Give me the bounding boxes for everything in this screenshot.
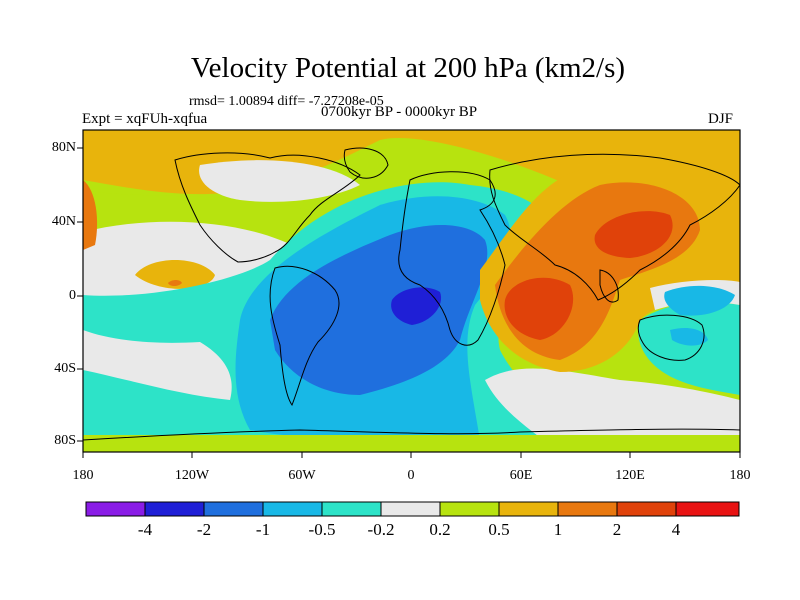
colorbar-label: -4 xyxy=(137,520,153,539)
colorbar-label: -0.2 xyxy=(367,520,395,539)
field-atlantic-blue xyxy=(270,224,488,395)
colorbar-swatch xyxy=(557,501,618,517)
colorbar-label: 0.2 xyxy=(429,520,451,539)
season-label: DJF xyxy=(708,111,734,127)
y-tick-label: 80S xyxy=(54,433,76,448)
colorbar-swatch xyxy=(203,501,264,517)
colorbar-swatch xyxy=(262,501,323,517)
colorbar-swatch xyxy=(498,501,559,517)
field-australia-teal xyxy=(638,302,740,395)
europe-africa-outline xyxy=(398,171,506,346)
south-america-outline xyxy=(269,265,340,407)
field-south-green xyxy=(83,435,740,452)
field-south-neutral xyxy=(83,330,232,400)
field-pacific-yellow xyxy=(135,260,215,289)
field-australia-lightblue-south xyxy=(670,328,708,346)
axis-ticks xyxy=(77,147,741,458)
field-indian-red xyxy=(504,277,574,340)
y-tick-label: 0 xyxy=(69,288,76,303)
colorbar-swatch xyxy=(439,501,500,517)
field-atlantic-darkblue xyxy=(391,287,442,325)
australia-outline xyxy=(637,314,705,361)
colorbar-swatch xyxy=(616,501,677,517)
colorbar-swatch xyxy=(380,501,441,517)
x-tick-label: 60W xyxy=(288,468,316,483)
field-australia-lightblue xyxy=(664,285,735,316)
colorbar xyxy=(85,501,740,517)
y-tick-label: 40S xyxy=(54,361,76,376)
colorbar-swatch xyxy=(85,501,146,517)
colorbar-label: 2 xyxy=(612,520,622,539)
x-tick-label: 180 xyxy=(72,468,94,483)
colorbar-label: -1 xyxy=(255,520,271,539)
colorbar-swatch xyxy=(144,501,205,517)
x-tick-label: 180 xyxy=(729,468,751,483)
field-west-orange xyxy=(83,180,98,250)
colorbar-swatch xyxy=(321,501,382,517)
x-tick-label: 0 xyxy=(407,468,415,483)
colorbar-label: -0.5 xyxy=(308,520,336,539)
y-tick-label: 80N xyxy=(51,140,76,155)
north-america-outline xyxy=(174,152,361,263)
experiment-label: Expt = xqFUh-xqfua xyxy=(82,111,208,127)
colorbar-label: 0.5 xyxy=(488,520,510,539)
antarctica-outline xyxy=(83,428,740,441)
colorbar-swatch xyxy=(675,501,740,517)
indochina-outline xyxy=(599,269,619,303)
field-pacific-neutral-north xyxy=(199,160,360,202)
coastlines xyxy=(83,147,740,441)
field-asia-red xyxy=(594,211,673,258)
rmsd-diff-stats: rmsd= 1.00894 diff= -7.27208e-05 xyxy=(189,94,384,109)
period-label: 0700kyr BP - 0000kyr BP xyxy=(321,104,478,120)
colorbar-label: 4 xyxy=(671,520,681,539)
x-tick-label: 120E xyxy=(615,468,645,483)
greenland-outline xyxy=(343,147,389,179)
y-tick-label: 40N xyxy=(51,214,76,229)
x-tick-label: 60E xyxy=(509,468,533,483)
colorbar-label: -2 xyxy=(196,520,212,539)
field-pacific-orange xyxy=(168,280,182,286)
map-title: Velocity Potential at 200 hPa (km2/s) xyxy=(190,52,626,84)
colorbar-label: 1 xyxy=(553,520,563,539)
velocity-potential-field xyxy=(83,130,740,452)
asia-outline xyxy=(489,153,740,301)
x-tick-label: 120W xyxy=(174,468,210,483)
